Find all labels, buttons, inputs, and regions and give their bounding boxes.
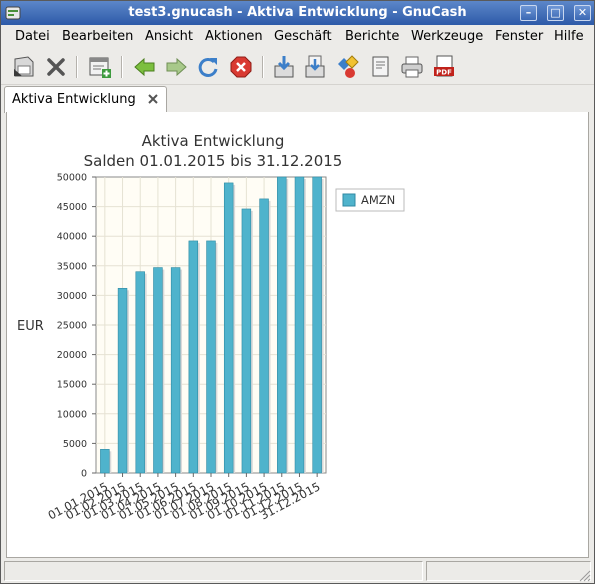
- toolbar-separator: [76, 56, 78, 78]
- y-tick-label: 30000: [57, 291, 87, 302]
- bar-amzn-2: [135, 271, 145, 474]
- y-tick-label: 40000: [57, 232, 87, 243]
- y-tick-label: 50000: [57, 173, 87, 184]
- toolbar: PDF: [1, 49, 594, 85]
- bar-amzn-5: [188, 240, 199, 474]
- stop-icon[interactable]: [228, 54, 254, 80]
- legend-swatch-amzn: [342, 193, 356, 207]
- y-tick-label: 20000: [57, 350, 87, 361]
- y-axis-label: EUR: [17, 319, 44, 334]
- bar-amzn-9: [259, 198, 269, 474]
- y-tick-label: 0: [81, 469, 87, 480]
- status-bar: [1, 558, 594, 583]
- resize-grip-icon[interactable]: [577, 568, 591, 582]
- y-tick-label: 10000: [57, 409, 87, 420]
- save-icon[interactable]: [11, 54, 37, 80]
- tab-label: Aktiva Entwicklung: [12, 92, 136, 107]
- menu-bearbeiten[interactable]: Bearbeiten: [62, 29, 134, 44]
- maximize-icon: □: [550, 6, 561, 19]
- options-icon[interactable]: [334, 54, 360, 80]
- window-title: test3.gnucash - Aktiva Entwicklung - Gnu…: [128, 5, 467, 20]
- reload-icon[interactable]: [195, 54, 221, 80]
- tab-aktiva-entwicklung[interactable]: Aktiva Entwicklung: [4, 86, 167, 113]
- menu-geschaeft[interactable]: Geschäft: [274, 29, 332, 44]
- menu-datei[interactable]: Datei: [15, 29, 50, 44]
- export-alt-icon[interactable]: [302, 54, 328, 80]
- bar-amzn-7: [223, 182, 234, 474]
- close-window-button[interactable]: ✕: [574, 5, 591, 21]
- tab-close-icon[interactable]: [146, 92, 160, 106]
- report-content: Aktiva Entwicklung Salden 01.01.2015 bis …: [6, 112, 589, 558]
- bar-amzn-8: [241, 208, 252, 474]
- y-tick-label: 5000: [63, 439, 87, 450]
- close-icon: ✕: [577, 6, 588, 19]
- y-tick-label: 45000: [57, 202, 87, 213]
- forward-icon[interactable]: [163, 54, 189, 80]
- toolbar-separator: [262, 56, 264, 78]
- title-bar[interactable]: test3.gnucash - Aktiva Entwicklung - Gnu…: [1, 1, 594, 25]
- menu-fenster[interactable]: Fenster: [495, 29, 544, 44]
- bar-amzn-3: [153, 267, 163, 474]
- pdf-label: PDF: [436, 69, 452, 77]
- chart-title: Aktiva Entwicklung: [142, 132, 285, 150]
- bar-amzn-0: [100, 449, 110, 474]
- pdf-icon[interactable]: PDF: [431, 54, 457, 80]
- y-tick-label: 35000: [57, 261, 87, 272]
- new-invoice-icon[interactable]: [87, 54, 113, 80]
- tab-strip: Aktiva Entwicklung: [1, 85, 594, 113]
- y-tick-label: 25000: [57, 321, 87, 332]
- maximize-button[interactable]: □: [547, 5, 564, 21]
- chart-subtitle: Salden 01.01.2015 bis 31.12.2015: [84, 152, 343, 170]
- minimize-icon: –: [525, 6, 532, 19]
- asset-chart: Aktiva Entwicklung Salden 01.01.2015 bis …: [17, 132, 405, 523]
- menu-aktionen[interactable]: Aktionen: [205, 29, 263, 44]
- edit-icon[interactable]: [367, 54, 393, 80]
- export-icon[interactable]: [271, 54, 297, 80]
- bar-amzn-11: [294, 176, 305, 474]
- menu-ansicht[interactable]: Ansicht: [145, 29, 194, 44]
- close-icon[interactable]: [43, 54, 69, 80]
- toolbar-separator: [121, 56, 123, 78]
- back-icon[interactable]: [132, 54, 158, 80]
- bar-amzn-12: [312, 176, 322, 474]
- minimize-button[interactable]: –: [520, 5, 537, 21]
- menu-berichte[interactable]: Berichte: [345, 29, 400, 44]
- menu-bar: Datei Bearbeiten Ansicht Aktionen Geschä…: [1, 26, 594, 48]
- status-message: [4, 561, 423, 581]
- bar-amzn-4: [170, 267, 181, 474]
- bar-amzn-10: [277, 176, 287, 474]
- print-icon[interactable]: [399, 54, 425, 80]
- gnucash-app-icon[interactable]: [5, 5, 21, 21]
- y-tick-label: 15000: [57, 380, 87, 391]
- status-progress: [426, 561, 591, 581]
- bar-amzn-1: [117, 287, 128, 474]
- menu-hilfe[interactable]: Hilfe: [554, 29, 584, 44]
- legend-label-amzn: AMZN: [361, 193, 395, 207]
- menu-werkzeuge[interactable]: Werkzeuge: [411, 29, 484, 44]
- bar-amzn-6: [206, 240, 216, 474]
